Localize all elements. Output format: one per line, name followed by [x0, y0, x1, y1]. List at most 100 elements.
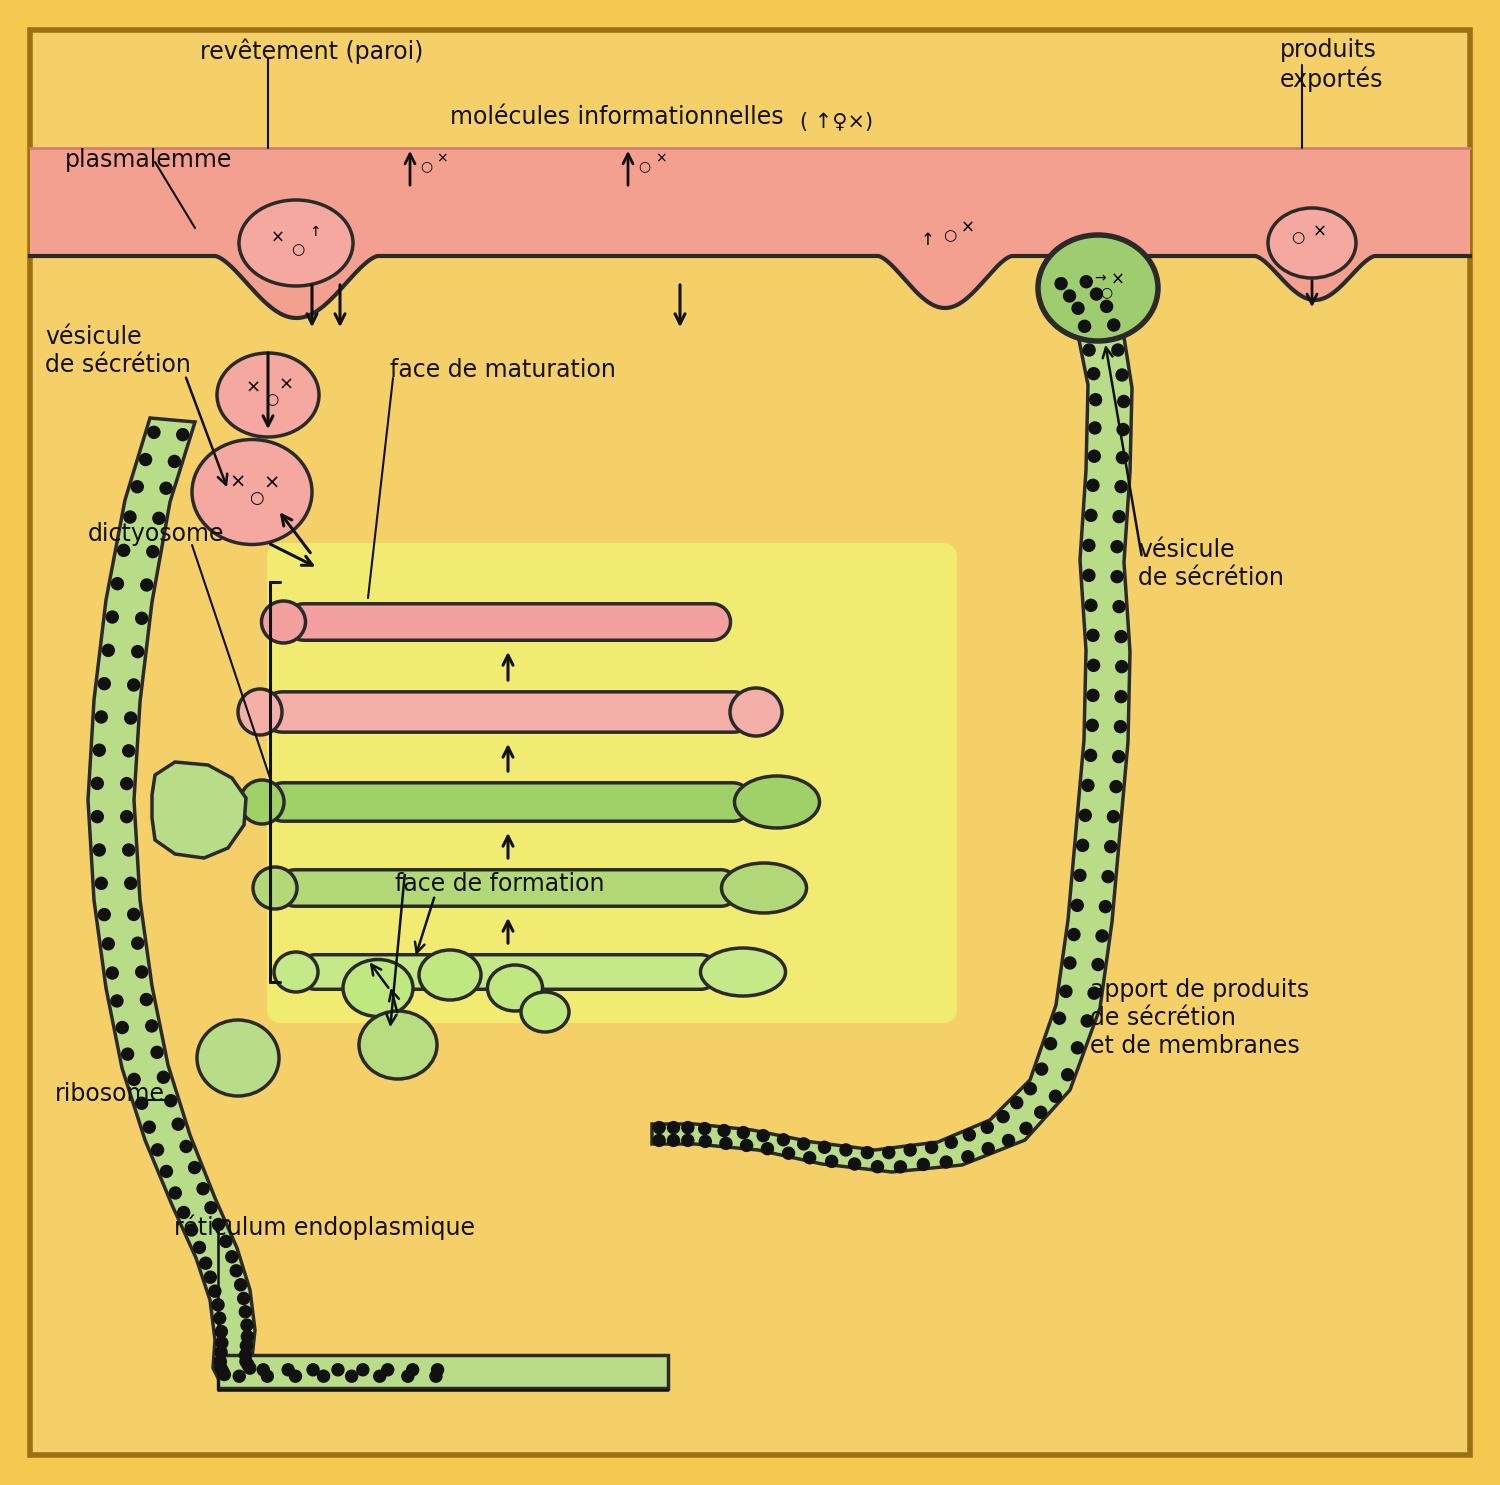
- Circle shape: [219, 1369, 231, 1381]
- Circle shape: [261, 1371, 273, 1383]
- Polygon shape: [88, 417, 450, 1378]
- Circle shape: [124, 511, 136, 523]
- Text: plasmalemme: plasmalemme: [64, 148, 232, 172]
- Circle shape: [926, 1142, 938, 1154]
- Circle shape: [308, 1363, 320, 1375]
- Circle shape: [168, 456, 180, 468]
- Circle shape: [240, 1339, 252, 1351]
- Circle shape: [214, 1347, 226, 1359]
- Circle shape: [1114, 631, 1126, 643]
- Circle shape: [825, 1155, 837, 1167]
- Circle shape: [172, 1118, 184, 1130]
- Circle shape: [144, 1121, 156, 1133]
- Circle shape: [1035, 1063, 1047, 1075]
- Circle shape: [132, 937, 144, 949]
- Circle shape: [981, 1121, 993, 1133]
- Text: apport de produits
de sécrétion
et de membranes: apport de produits de sécrétion et de me…: [1090, 979, 1310, 1057]
- Circle shape: [1113, 511, 1125, 523]
- Circle shape: [122, 1048, 134, 1060]
- Polygon shape: [264, 783, 752, 821]
- Circle shape: [699, 1136, 711, 1148]
- Circle shape: [1080, 809, 1092, 821]
- Circle shape: [128, 909, 140, 921]
- Circle shape: [758, 1130, 770, 1142]
- Text: réticulum endoplasmique: réticulum endoplasmique: [174, 1215, 476, 1240]
- Circle shape: [242, 1359, 254, 1371]
- Text: ribosome: ribosome: [56, 1083, 165, 1106]
- Circle shape: [234, 1279, 246, 1290]
- Circle shape: [762, 1142, 774, 1155]
- Ellipse shape: [730, 688, 782, 737]
- Circle shape: [1101, 300, 1113, 312]
- Circle shape: [160, 1166, 172, 1178]
- Circle shape: [244, 1362, 256, 1374]
- Text: molécules informationnelles: molécules informationnelles: [450, 105, 783, 129]
- Circle shape: [102, 644, 114, 656]
- Circle shape: [1086, 719, 1098, 731]
- Circle shape: [141, 993, 153, 1005]
- Circle shape: [777, 1133, 789, 1146]
- Text: revêtement (paroi): revêtement (paroi): [200, 39, 423, 64]
- Circle shape: [940, 1155, 952, 1169]
- Circle shape: [123, 745, 135, 757]
- Circle shape: [430, 1371, 442, 1383]
- Circle shape: [357, 1363, 369, 1375]
- Circle shape: [1114, 691, 1126, 702]
- Circle shape: [1088, 988, 1100, 999]
- Circle shape: [783, 1148, 795, 1160]
- Circle shape: [1068, 928, 1080, 940]
- Ellipse shape: [344, 959, 412, 1017]
- Circle shape: [1035, 1106, 1047, 1118]
- Text: face de maturation: face de maturation: [390, 358, 616, 382]
- Circle shape: [220, 1236, 232, 1247]
- Circle shape: [93, 843, 105, 855]
- Bar: [30, 148, 1470, 255]
- Circle shape: [189, 1161, 201, 1173]
- Circle shape: [132, 481, 144, 493]
- Circle shape: [871, 1161, 883, 1173]
- Circle shape: [804, 1152, 816, 1164]
- Circle shape: [1100, 900, 1112, 913]
- Circle shape: [884, 1146, 896, 1158]
- Circle shape: [1064, 290, 1076, 301]
- Ellipse shape: [261, 601, 306, 643]
- Circle shape: [226, 1250, 238, 1262]
- Circle shape: [1114, 481, 1126, 493]
- Circle shape: [1083, 539, 1095, 551]
- Circle shape: [1090, 288, 1102, 300]
- Circle shape: [196, 1182, 208, 1195]
- Circle shape: [216, 1336, 228, 1348]
- Circle shape: [1096, 930, 1108, 941]
- Circle shape: [230, 1265, 242, 1277]
- Ellipse shape: [700, 947, 786, 996]
- Text: ○: ○: [1100, 285, 1112, 298]
- Circle shape: [432, 1363, 444, 1375]
- Circle shape: [1011, 1097, 1023, 1109]
- Text: face de formation: face de formation: [394, 872, 604, 895]
- Circle shape: [177, 429, 189, 441]
- Ellipse shape: [735, 777, 819, 829]
- Circle shape: [213, 1219, 225, 1231]
- Circle shape: [124, 711, 136, 725]
- Circle shape: [1084, 750, 1096, 762]
- Circle shape: [1054, 278, 1066, 290]
- Circle shape: [213, 1313, 225, 1325]
- Circle shape: [92, 777, 104, 790]
- Circle shape: [1002, 1135, 1014, 1146]
- Circle shape: [242, 1331, 254, 1342]
- Text: ×: ×: [1112, 270, 1125, 290]
- Circle shape: [180, 1140, 192, 1152]
- Circle shape: [318, 1371, 330, 1383]
- Circle shape: [1107, 811, 1119, 823]
- Text: ○: ○: [944, 229, 957, 244]
- Circle shape: [1108, 319, 1120, 331]
- Circle shape: [93, 744, 105, 756]
- Ellipse shape: [722, 863, 807, 913]
- Text: ○: ○: [249, 489, 264, 506]
- Circle shape: [1118, 395, 1130, 407]
- Circle shape: [720, 1138, 732, 1149]
- Circle shape: [1084, 600, 1096, 612]
- Circle shape: [668, 1135, 680, 1146]
- Circle shape: [1084, 509, 1096, 521]
- Circle shape: [1112, 345, 1124, 356]
